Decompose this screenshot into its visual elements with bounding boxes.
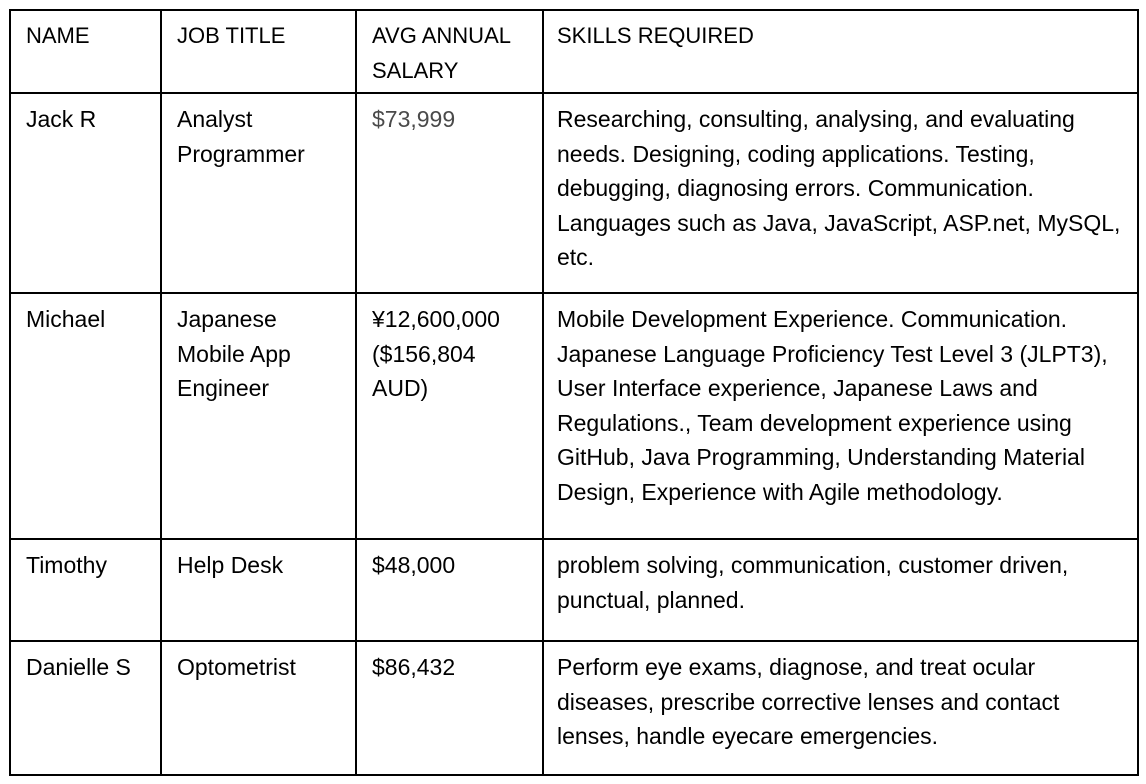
table-row: Danielle S Optometrist $86,432 Perform e… (9, 640, 1139, 776)
cell-salary-text: ¥12,600,000 ($156,804 AUD) (372, 306, 500, 401)
cell-salary: $48,000 (355, 538, 544, 642)
cell-name-text: Jack R (26, 106, 97, 132)
cell-salary: $86,432 (355, 640, 544, 776)
cell-name: Timothy (9, 538, 162, 642)
header-job-title-text: JOB TITLE (177, 23, 286, 48)
cell-salary: $73,999 (355, 92, 544, 294)
cell-job-title-text: Optometrist (177, 654, 296, 680)
cell-name: Michael (9, 292, 162, 540)
table-row: Jack R Analyst Programmer $73,999 Resear… (9, 92, 1139, 294)
cell-job-title-text: Help Desk (177, 552, 284, 578)
cell-skills-text: Researching, consulting, analysing, and … (557, 106, 1121, 270)
header-row: NAME JOB TITLE AVG ANNUAL SALARY SKILLS … (9, 9, 1139, 94)
cell-skills-text: Mobile Development Experience. Communica… (557, 306, 1108, 505)
header-skills-text: SKILLS REQUIRED (557, 23, 754, 48)
cell-job-title: Analyst Programmer (160, 92, 357, 294)
table-row: Timothy Help Desk $48,000 problem solvin… (9, 538, 1139, 642)
header-name: NAME (9, 9, 162, 94)
cell-salary-text: $73,999 (372, 106, 456, 132)
table-row: Michael Japanese Mobile App Engineer ¥12… (9, 292, 1139, 540)
cell-skills: Perform eye exams, diagnose, and treat o… (542, 640, 1139, 776)
jobs-table: NAME JOB TITLE AVG ANNUAL SALARY SKILLS … (9, 9, 1139, 776)
cell-skills-text: problem solving, communication, customer… (557, 552, 1069, 613)
cell-name: Jack R (9, 92, 162, 294)
cell-skills-text: Perform eye exams, diagnose, and treat o… (557, 654, 1060, 749)
cell-job-title-text: Analyst Programmer (177, 106, 305, 167)
header-name-text: NAME (26, 23, 90, 48)
cell-job-title: Help Desk (160, 538, 357, 642)
cell-salary-text: $48,000 (372, 552, 456, 578)
cell-skills: Mobile Development Experience. Communica… (542, 292, 1139, 540)
cell-name-text: Timothy (26, 552, 107, 578)
cell-job-title: Optometrist (160, 640, 357, 776)
cell-name-text: Michael (26, 306, 106, 332)
cell-salary: ¥12,600,000 ($156,804 AUD) (355, 292, 544, 540)
cell-name-text: Danielle S (26, 654, 131, 680)
header-job-title: JOB TITLE (160, 9, 357, 94)
cell-skills: Researching, consulting, analysing, and … (542, 92, 1139, 294)
cell-skills: problem solving, communication, customer… (542, 538, 1139, 642)
cell-job-title: Japanese Mobile App Engineer (160, 292, 357, 540)
header-salary: AVG ANNUAL SALARY (355, 9, 544, 94)
header-salary-text: AVG ANNUAL SALARY (372, 23, 511, 83)
header-skills: SKILLS REQUIRED (542, 9, 1139, 94)
cell-name: Danielle S (9, 640, 162, 776)
cell-salary-text: $86,432 (372, 654, 456, 680)
cell-job-title-text: Japanese Mobile App Engineer (177, 306, 291, 401)
